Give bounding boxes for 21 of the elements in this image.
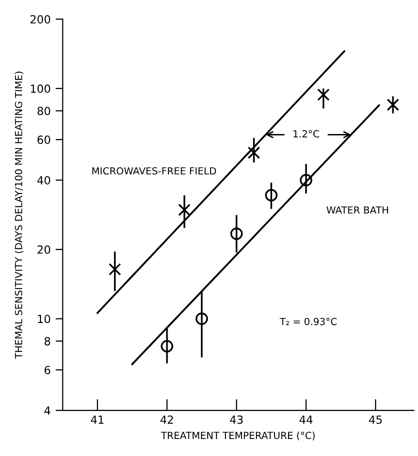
annotation: T₂ = 0.93°C	[280, 318, 337, 326]
y-tick-label: 10	[38, 314, 50, 324]
y-tick-label: 6	[44, 366, 50, 374]
y-tick-label: 100	[30, 84, 50, 93]
annotation: 1.2°C	[294, 130, 320, 138]
x-tick-label: 43	[230, 415, 243, 424]
y-tick-label: 20	[38, 245, 50, 254]
y-tick-label: 60	[38, 136, 50, 144]
y-tick-label: 40	[37, 176, 50, 184]
y-axis-title: THEMAL SENSITIVITY (DAYS DELAY/100 MIN HEATING TIME)	[14, 72, 24, 359]
x-tick-label: 42	[160, 415, 173, 424]
x-tick-label: 41	[90, 416, 104, 424]
y-tick-label: 80	[38, 106, 50, 116]
y-tick-label: 8	[44, 337, 50, 346]
x-tick-label: 44	[300, 416, 312, 424]
x-tick-label: 45	[369, 416, 382, 424]
annotation: WATER BATH	[326, 206, 388, 214]
y-tick-label: 4	[44, 406, 50, 415]
x-axis-title: TREATMENT TEMPERATURE (°C)	[160, 432, 315, 440]
y-tick-label: 200	[30, 15, 50, 24]
annotation: MICROWAVES-FREE FIELD	[92, 167, 216, 175]
